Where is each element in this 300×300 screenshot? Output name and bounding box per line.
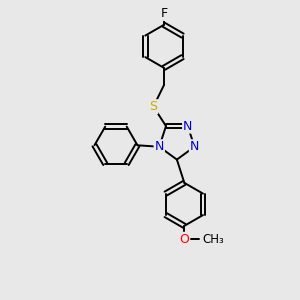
Text: N: N — [154, 140, 164, 153]
Text: F: F — [160, 7, 167, 20]
Text: CH₃: CH₃ — [202, 233, 224, 246]
Text: S: S — [149, 100, 158, 113]
Text: N: N — [183, 120, 192, 133]
Text: O: O — [179, 233, 189, 246]
Text: N: N — [190, 140, 199, 153]
